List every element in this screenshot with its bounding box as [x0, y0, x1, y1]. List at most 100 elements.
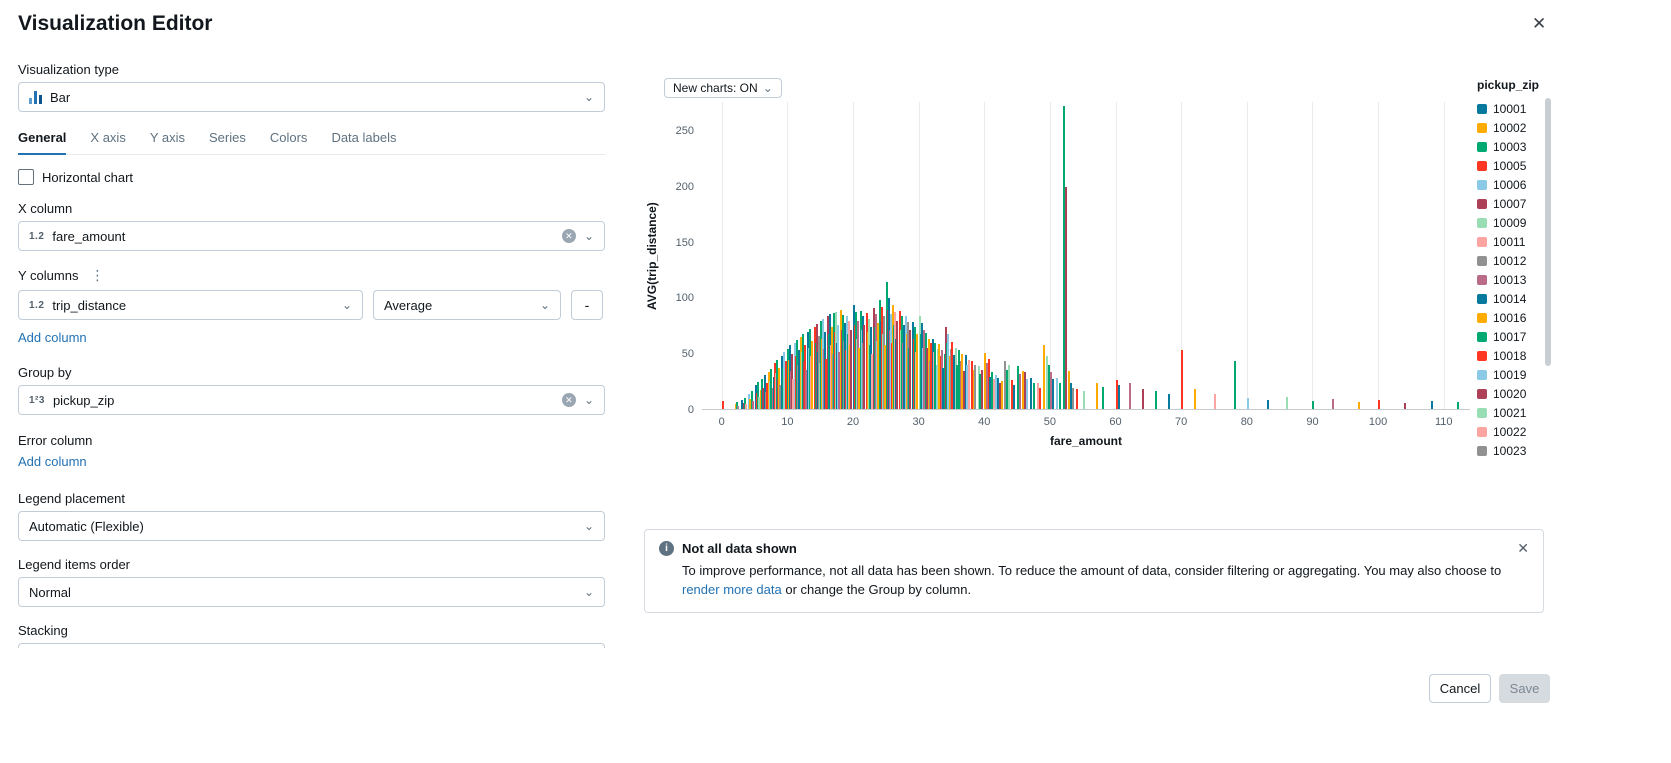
aggregation-select[interactable]: Average ⌄ [373, 290, 561, 320]
gridline [787, 102, 789, 410]
gridline [1181, 102, 1183, 410]
bar [896, 320, 899, 410]
legend-item[interactable]: 10003 [1477, 137, 1555, 156]
bar [948, 356, 951, 410]
alert-title: Not all data shown [682, 541, 797, 556]
clear-icon[interactable]: ✕ [561, 393, 576, 407]
tab-y-axis[interactable]: Y axis [149, 130, 185, 145]
legend-item[interactable]: 10019 [1477, 365, 1555, 384]
bar [857, 347, 860, 410]
bar [966, 365, 969, 410]
y-axis-ticks: 0 50 100 150 200 250 [662, 102, 694, 416]
tab-colors[interactable]: Colors [269, 130, 308, 145]
horizontal-chart-checkbox[interactable] [18, 169, 34, 185]
bar [762, 387, 765, 410]
add-y-column-link[interactable]: Add column [18, 330, 87, 345]
legend-item[interactable]: 10016 [1477, 308, 1555, 327]
x-axis-ticks: 0 10 20 30 40 50 60 70 80 90 100 110 [702, 416, 1470, 430]
bar [1266, 399, 1269, 410]
close-icon[interactable]: ✕ [1532, 14, 1547, 33]
cancel-button[interactable]: Cancel [1429, 674, 1491, 703]
legend-items-order-select[interactable]: Normal ⌄ [18, 577, 605, 607]
kebab-menu-icon[interactable]: ⋮ [90, 267, 105, 283]
bar [741, 399, 744, 410]
bar [1023, 372, 1026, 410]
save-button[interactable]: Save [1499, 674, 1550, 703]
bar [759, 389, 762, 410]
legend-label: 10022 [1493, 424, 1527, 439]
x-tick-label: 100 [1368, 416, 1388, 428]
bar [1332, 398, 1335, 410]
legend-item[interactable]: 10002 [1477, 118, 1555, 137]
legend-items-order-label: Legend items order [18, 557, 131, 572]
bar [1065, 186, 1068, 410]
bar [754, 385, 757, 410]
legend-placement-select[interactable]: Automatic (Flexible) ⌄ [18, 511, 605, 541]
legend-item[interactable]: 10009 [1477, 213, 1555, 232]
bar [768, 381, 771, 410]
legend-item[interactable]: 10005 [1477, 156, 1555, 175]
bar [721, 401, 724, 410]
bar [1047, 365, 1050, 410]
bar [967, 359, 970, 410]
legend-item[interactable]: 10018 [1477, 346, 1555, 365]
bar [931, 338, 934, 410]
legend-item[interactable]: 10013 [1477, 270, 1555, 289]
legend-item[interactable]: 10012 [1477, 251, 1555, 270]
tab-data-labels[interactable]: Data labels [331, 130, 397, 145]
legend-item[interactable]: 10011 [1477, 232, 1555, 251]
render-more-data-link[interactable]: render more data [682, 582, 782, 597]
bar [1233, 360, 1236, 410]
x-column-value: fare_amount [52, 228, 126, 244]
legend-item[interactable]: 10001 [1477, 99, 1555, 118]
bar [980, 369, 983, 410]
bar [989, 376, 992, 410]
bar [1063, 106, 1066, 410]
gridline [918, 102, 920, 410]
bar [926, 347, 929, 410]
new-charts-label: New charts: ON [673, 81, 758, 95]
tab-series[interactable]: Series [209, 130, 246, 145]
clear-icon[interactable]: ✕ [561, 229, 576, 243]
bar [1052, 378, 1055, 410]
bar [1021, 370, 1024, 410]
bar [734, 404, 737, 410]
tab-general[interactable]: General [18, 126, 67, 155]
bar [977, 366, 980, 410]
bar [1095, 383, 1098, 410]
legend-title: pickup_zip [1477, 78, 1540, 92]
gridline [721, 102, 723, 410]
legend-item[interactable]: 10017 [1477, 327, 1555, 346]
legend-item[interactable]: 10023 [1477, 441, 1555, 460]
stacking-select[interactable]: Stack ⌄ [18, 643, 605, 648]
bar [767, 372, 770, 410]
scrollbar-thumb[interactable] [1545, 98, 1551, 366]
y-tick-label: 250 [675, 125, 694, 138]
legend-label: 10006 [1493, 177, 1527, 192]
y-column-select[interactable]: 1.2 trip_distance ⌄ [18, 290, 363, 320]
group-by-select[interactable]: 1²3 pickup_zip ✕ ⌄ [18, 385, 605, 415]
x-column-select[interactable]: 1.2 fare_amount ✕ ⌄ [18, 221, 605, 251]
legend-item[interactable]: 10006 [1477, 175, 1555, 194]
bar [990, 372, 993, 410]
legend-item[interactable]: 10007 [1477, 194, 1555, 213]
new-charts-toggle[interactable]: New charts: ON ⌄ [664, 78, 782, 98]
legend-item[interactable]: 10021 [1477, 403, 1555, 422]
alert-close-icon[interactable]: ✕ [1517, 540, 1529, 556]
tab-x-axis[interactable]: X axis [90, 130, 126, 145]
remove-column-button[interactable]: - [571, 290, 603, 320]
bar [1069, 383, 1072, 410]
legend-item[interactable]: 10014 [1477, 289, 1555, 308]
legend-item[interactable]: 10022 [1477, 422, 1555, 441]
bar [770, 368, 773, 410]
gridline [1246, 102, 1248, 410]
legend-item[interactable]: 10020 [1477, 384, 1555, 403]
bar [1115, 379, 1118, 410]
bar [1286, 396, 1289, 410]
bar [831, 354, 834, 410]
bar [943, 354, 946, 410]
visualization-type-select[interactable]: Bar ⌄ [18, 82, 605, 112]
x-tick-label: 30 [912, 416, 925, 428]
add-error-column-link[interactable]: Add column [18, 454, 87, 469]
